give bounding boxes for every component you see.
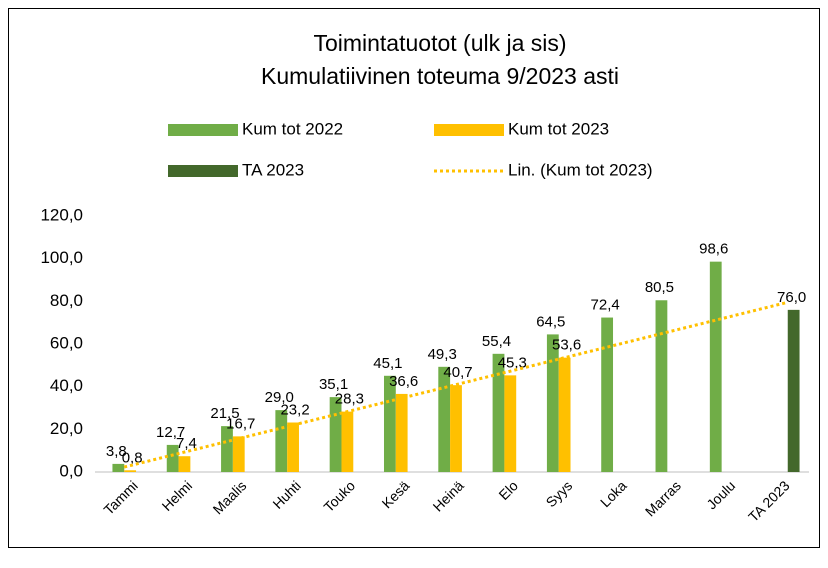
legend-swatch <box>168 124 238 136</box>
y-tick-label: 120,0 <box>40 205 83 224</box>
data-label: 98,6 <box>699 241 728 258</box>
legend-label: Lin. (Kum tot 2023) <box>508 160 653 179</box>
data-label: 80,5 <box>645 279 674 296</box>
bar <box>546 334 559 472</box>
bar <box>221 426 233 472</box>
bar <box>601 317 614 472</box>
data-label: 23,2 <box>280 401 309 418</box>
bar <box>124 470 137 472</box>
y-tick-label: 60,0 <box>50 333 83 352</box>
bar <box>383 375 396 472</box>
data-label: 29,0 <box>265 389 294 406</box>
bar <box>558 357 571 472</box>
data-label: 21,5 <box>210 405 239 422</box>
legend-swatch <box>168 165 238 177</box>
y-tick-label: 0,0 <box>59 461 83 480</box>
data-label: 55,4 <box>482 333 511 350</box>
bar <box>341 411 354 472</box>
data-label: 7,4 <box>176 435 197 452</box>
data-label: 36,6 <box>389 373 418 390</box>
bar <box>232 436 245 472</box>
data-label: 49,3 <box>428 346 457 363</box>
bar <box>329 397 342 472</box>
legend-label: Kum tot 2023 <box>508 119 609 138</box>
data-label: 3,8 <box>106 443 127 460</box>
bar <box>492 353 505 472</box>
data-label: 35,1 <box>319 376 348 393</box>
data-label: 45,1 <box>373 355 402 372</box>
bar <box>112 463 125 472</box>
data-label: 76,0 <box>777 289 806 306</box>
y-tick-label: 40,0 <box>50 376 83 395</box>
y-tick-label: 100,0 <box>40 248 83 267</box>
bar <box>287 422 299 472</box>
data-label: 28,3 <box>335 391 364 408</box>
bar <box>787 309 800 472</box>
legend-label: Kum tot 2022 <box>242 119 343 138</box>
bar <box>655 300 668 472</box>
data-label: 53,6 <box>552 337 581 354</box>
bar <box>709 261 722 472</box>
bar <box>395 393 408 472</box>
y-tick-label: 20,0 <box>50 419 83 438</box>
y-tick-label: 80,0 <box>50 291 83 310</box>
bar <box>166 444 179 472</box>
data-label: 72,4 <box>591 297 620 314</box>
bar <box>504 375 517 472</box>
data-label: 64,5 <box>536 313 565 330</box>
bar <box>450 385 462 472</box>
data-label: 45,3 <box>498 354 527 371</box>
data-label: 16,7 <box>226 415 255 432</box>
chart-title: Kumulatiivinen toteuma 9/2023 asti <box>261 63 619 89</box>
data-label: 40,7 <box>443 364 472 381</box>
data-label: 0,8 <box>122 449 143 466</box>
data-label: 12,7 <box>156 424 185 441</box>
legend-label: TA 2023 <box>242 160 304 179</box>
chart-frame <box>8 8 820 548</box>
legend-swatch <box>434 124 504 136</box>
chart-title: Toimintatuotot (ulk ja sis) <box>313 30 566 56</box>
bar <box>438 366 451 472</box>
bar <box>275 410 288 472</box>
bar <box>178 456 191 472</box>
